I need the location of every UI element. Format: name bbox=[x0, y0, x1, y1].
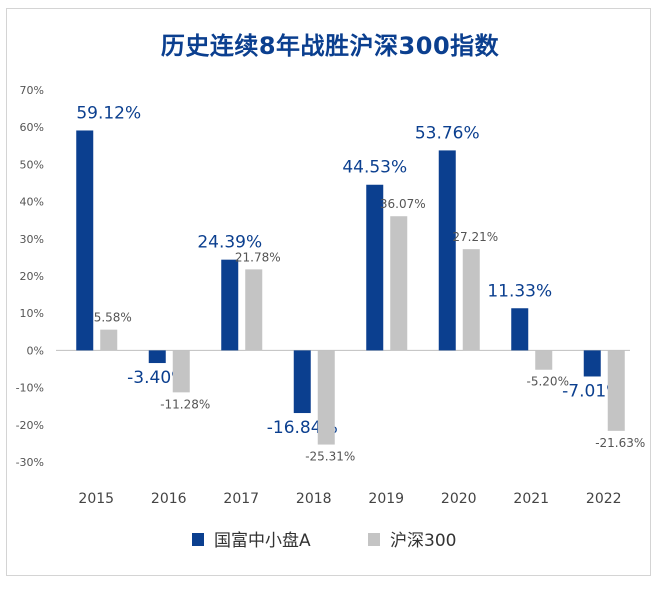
bar-series-a bbox=[583, 350, 601, 377]
y-tick-label: -10% bbox=[16, 382, 44, 395]
data-label-series-a: 59.12% bbox=[76, 103, 141, 123]
chart-frame bbox=[6, 8, 651, 576]
x-tick-label: 2022 bbox=[586, 491, 622, 507]
legend-label-series-b: 沪深300 bbox=[390, 531, 456, 551]
legend-swatch-series-a bbox=[192, 533, 204, 546]
bar-series-a bbox=[293, 350, 311, 414]
bar-series-a bbox=[76, 130, 94, 351]
data-label-series-a: -7.01% bbox=[562, 381, 622, 401]
bar-series-a bbox=[438, 150, 456, 351]
data-label-series-b: -21.63% bbox=[595, 436, 645, 450]
legend-swatch-series-b bbox=[368, 533, 380, 546]
data-label-series-a: 11.33% bbox=[487, 281, 552, 301]
x-tick-label: 2015 bbox=[78, 491, 114, 507]
x-tick-label: 2017 bbox=[223, 491, 259, 507]
y-tick-label: 20% bbox=[20, 270, 44, 283]
y-tick-label: 70% bbox=[20, 84, 44, 97]
bar-series-a bbox=[221, 259, 239, 351]
data-label-series-a: -3.40% bbox=[127, 368, 187, 388]
data-label-series-a: 44.53% bbox=[342, 158, 407, 178]
y-tick-label: -30% bbox=[16, 456, 44, 469]
bar-series-b bbox=[172, 350, 190, 393]
bar-series-a bbox=[148, 350, 166, 364]
x-tick-label: 2018 bbox=[296, 491, 332, 507]
data-label-series-a: 53.76% bbox=[415, 123, 480, 143]
bar-series-b bbox=[100, 329, 118, 351]
y-tick-label: 0% bbox=[27, 344, 44, 357]
bar-series-b bbox=[607, 350, 625, 431]
data-label-series-b: -25.31% bbox=[305, 450, 355, 464]
x-tick-label: 2021 bbox=[513, 491, 549, 507]
data-label-series-a: 24.39% bbox=[197, 233, 262, 253]
chart-title: 历史连续8年战胜沪深300指数 bbox=[160, 32, 500, 60]
data-label-series-b: 36.07% bbox=[380, 197, 426, 211]
x-tick-label: 2016 bbox=[151, 491, 187, 507]
bar-series-b bbox=[245, 269, 263, 351]
data-label-series-b: -11.28% bbox=[160, 397, 210, 411]
x-tick-label: 2020 bbox=[441, 491, 477, 507]
data-label-series-b: 27.21% bbox=[452, 230, 498, 244]
y-tick-label: 50% bbox=[20, 158, 44, 171]
bar-series-a bbox=[366, 184, 384, 351]
bar-series-b bbox=[535, 350, 553, 370]
y-tick-label: 60% bbox=[20, 121, 44, 134]
bar-series-b bbox=[390, 216, 408, 351]
x-tick-label: 2019 bbox=[368, 491, 404, 507]
y-tick-label: 30% bbox=[20, 233, 44, 246]
y-tick-label: 40% bbox=[20, 196, 44, 209]
data-label-series-b: -5.20% bbox=[527, 375, 569, 389]
bar-series-a bbox=[511, 308, 529, 351]
bar-series-b bbox=[462, 249, 480, 351]
data-label-series-b: 21.78% bbox=[235, 250, 281, 264]
bar-series-b bbox=[317, 350, 335, 445]
legend-label-series-a: 国富中小盘A bbox=[214, 531, 311, 551]
y-tick-label: -20% bbox=[16, 419, 44, 432]
data-label-series-b: 5.58% bbox=[94, 311, 132, 325]
y-tick-label: 10% bbox=[20, 307, 44, 320]
